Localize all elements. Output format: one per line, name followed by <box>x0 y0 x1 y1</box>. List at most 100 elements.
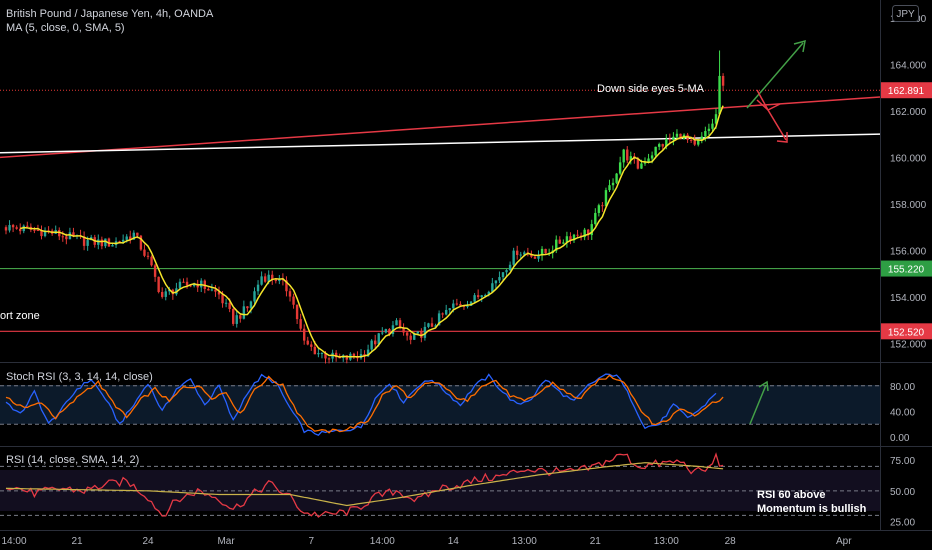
ma-line <box>20 105 724 358</box>
candle-body <box>441 313 444 315</box>
time-tick-label: 14:00 <box>1 536 26 547</box>
candle-body <box>689 139 693 141</box>
candle-body <box>72 232 75 237</box>
candle-body <box>498 277 501 281</box>
candle-body <box>626 149 629 161</box>
candle-body <box>455 303 459 305</box>
level-price-tag <box>881 323 932 340</box>
annotation-rsi-60: RSI 60 above <box>757 489 825 501</box>
candle-body <box>310 344 313 347</box>
candle-body <box>178 281 182 289</box>
candle-body <box>292 296 295 305</box>
candle-body <box>523 252 526 255</box>
candle-body <box>661 144 664 147</box>
candle-body <box>405 332 409 336</box>
candle-body <box>615 173 618 183</box>
time-tick-label: 21 <box>590 536 602 547</box>
stoch-up-arrow-shaft[interactable] <box>749 384 767 425</box>
candle-body <box>327 358 331 360</box>
horizontal-levels[interactable] <box>0 267 880 332</box>
candle-body <box>466 305 469 307</box>
level-price-label: 152.520 <box>888 327 925 338</box>
candle-body <box>665 138 668 147</box>
candle-body <box>413 333 416 340</box>
candle-body <box>675 133 679 137</box>
candle-body <box>658 144 661 147</box>
candle-body <box>594 212 597 225</box>
stoch-d-line <box>5 374 724 434</box>
candle-body <box>700 136 703 141</box>
green-up-arrow-head[interactable] <box>793 39 806 53</box>
time-axis: 14:00 21 24 Mar 7 14:00 14 13:00 21 13:00 28 Apr <box>0 530 932 547</box>
price-tick-label: 152.000 <box>890 339 927 350</box>
candle-body <box>143 249 146 256</box>
last-price-tag <box>881 82 932 99</box>
candle-body <box>434 325 437 327</box>
candle-body <box>693 140 696 145</box>
candle-body <box>391 325 395 334</box>
candle-body <box>306 340 309 345</box>
candle-body <box>650 155 654 159</box>
candle-body <box>26 225 29 227</box>
candle-body <box>295 304 299 320</box>
candle-body <box>132 232 135 240</box>
stoch-up-arrow-head[interactable] <box>758 380 769 392</box>
rsi-tick-label: 50.00 <box>890 487 915 498</box>
ma-indicator-label: MA (5, close, 0, SMA, 5) <box>6 22 125 34</box>
time-tick-label: 24 <box>142 536 154 547</box>
trendline[interactable] <box>0 96 881 159</box>
candle-body <box>168 289 171 292</box>
red-down-arrow-head[interactable] <box>776 132 788 143</box>
ma-line-group <box>20 105 724 358</box>
green-up-arrow-shaft[interactable] <box>746 42 804 109</box>
red-check-mark[interactable] <box>756 99 781 111</box>
candle-body <box>608 185 611 191</box>
candle-body <box>714 114 718 124</box>
candle-body <box>228 302 231 309</box>
drawing-arrows[interactable] <box>746 39 806 425</box>
candle-body <box>239 315 242 319</box>
time-tick-label: 14:00 <box>370 536 395 547</box>
currency-button-label[interactable]: JPY <box>896 9 915 20</box>
candle-body <box>544 248 547 254</box>
candle-body <box>150 256 153 266</box>
price-tick-label: 158.000 <box>890 200 927 211</box>
candle-body <box>501 272 505 278</box>
candle-body <box>629 156 632 161</box>
currency-button-frame[interactable] <box>892 5 919 22</box>
candle-body <box>189 285 192 287</box>
currency-button[interactable]: JPY <box>892 5 919 22</box>
candle-body <box>253 291 256 302</box>
candle-body <box>672 136 675 140</box>
candle-body <box>161 292 164 297</box>
candle-body <box>572 234 576 241</box>
candle-body <box>516 250 519 255</box>
trendline[interactable] <box>0 133 881 154</box>
time-tick-label: 13:00 <box>654 536 679 547</box>
rsi-axis: 75.00 50.00 25.00 <box>890 456 915 528</box>
candle-body <box>68 232 72 240</box>
candle-body <box>356 357 359 359</box>
candle-body <box>587 229 590 236</box>
candle-body <box>604 190 608 207</box>
symbol-title: British Pound / Japanese Yen, 4h, OANDA <box>6 8 214 20</box>
candle-body <box>569 236 572 241</box>
candle-body <box>416 331 419 334</box>
candle-body <box>288 291 292 297</box>
stoch-tick-label: 0.00 <box>890 433 910 444</box>
candle-body <box>217 291 221 295</box>
candle-body <box>317 353 320 355</box>
candle-body <box>562 242 565 244</box>
candle-body <box>537 255 540 259</box>
price-tick-label: 164.000 <box>890 60 927 71</box>
candle-body <box>576 234 579 236</box>
candle-body <box>611 182 615 186</box>
trendlines[interactable] <box>0 96 881 159</box>
stoch-band-fill <box>0 385 880 424</box>
candle-body <box>19 228 22 232</box>
stoch-rsi-group <box>0 373 880 436</box>
candle-body <box>299 319 302 329</box>
candle-body <box>61 236 64 238</box>
